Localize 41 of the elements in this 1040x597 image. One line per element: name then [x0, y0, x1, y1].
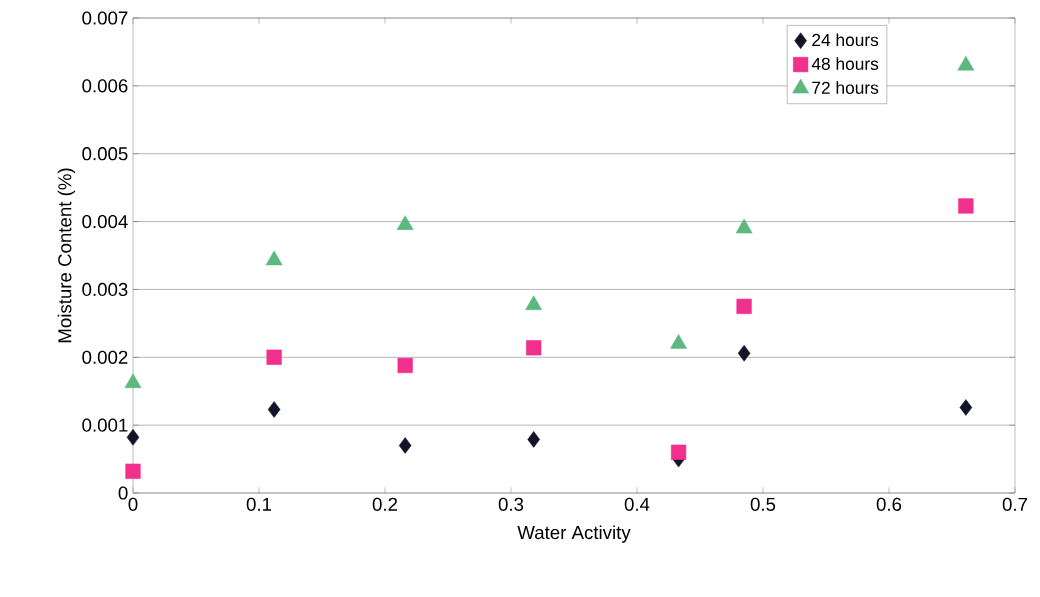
y-tick-label: 0.004: [82, 214, 128, 229]
legend-label: 24 hours: [812, 33, 879, 47]
point: [396, 215, 414, 230]
y-tick-label: 0.007: [82, 11, 128, 25]
y-tick-label: 0.006: [82, 79, 128, 93]
x-tick-label: 0.4: [624, 497, 650, 511]
legend-label: 48 hours: [811, 57, 879, 71]
point: [526, 340, 542, 356]
y-tick-label: 0.005: [82, 147, 128, 161]
x-tick-label: 0.1: [246, 497, 272, 511]
point: [527, 431, 540, 448]
x-tick-label: 0.6: [876, 497, 902, 511]
y-tick-label: 0.003: [82, 282, 128, 297]
point: [735, 218, 753, 234]
y-axis-title: Moisture Content (%): [57, 168, 76, 343]
point: [397, 357, 413, 374]
point: [736, 298, 752, 314]
x-tick-label: 0.7: [1002, 497, 1028, 511]
point: [957, 55, 975, 71]
point: [959, 399, 973, 416]
point: [265, 250, 283, 266]
point: [958, 198, 974, 214]
x-tick-label: 0.5: [750, 497, 776, 511]
y-tick-label: 0: [118, 486, 128, 500]
point: [525, 295, 543, 310]
point: [124, 373, 142, 389]
x-tick-label: 0.3: [498, 497, 524, 511]
x-tick-label: 0: [128, 497, 138, 511]
point: [126, 429, 140, 446]
point: [670, 444, 687, 460]
x-tick-label: 0.2: [372, 497, 398, 511]
point: [125, 463, 141, 479]
point: [267, 401, 281, 418]
point: [398, 437, 412, 454]
point: [266, 349, 282, 365]
legend-label: 72 hours: [812, 81, 879, 94]
x-axis-title: Water Activity: [517, 525, 631, 543]
y-tick-label: 0.002: [82, 350, 128, 364]
point: [670, 334, 687, 349]
point: [737, 344, 751, 362]
y-tick-label: 0.001: [82, 418, 128, 432]
